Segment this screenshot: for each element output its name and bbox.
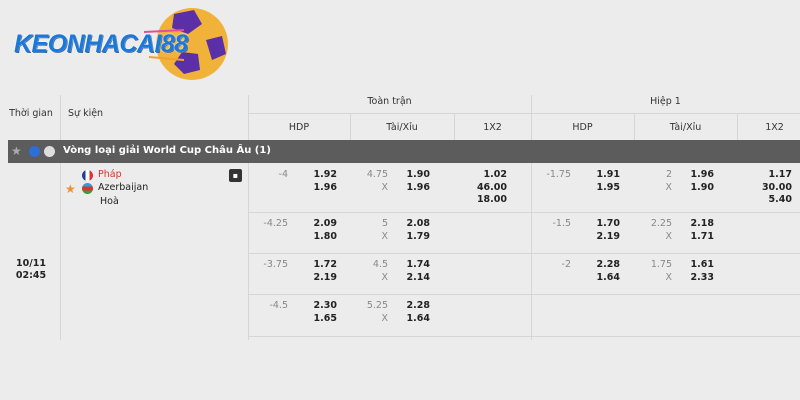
- logo-text: KEONHACAI88: [14, 30, 188, 58]
- ft-hdp-away-odd[interactable]: 1.96: [313, 181, 337, 193]
- ft-ou-under-odd[interactable]: 1.96: [406, 181, 430, 193]
- soccer-ball-icon: [144, 8, 228, 80]
- ft-ou-under-label: X: [381, 271, 388, 283]
- ft-ou-under-odd[interactable]: 2.14: [406, 271, 430, 283]
- h1-hdp-away-odd[interactable]: 2.19: [596, 230, 620, 242]
- h1-1x2-away-odd[interactable]: 30.00: [761, 181, 792, 193]
- h1-hdp-home-odd[interactable]: 2.28: [596, 259, 620, 270]
- away-team[interactable]: Azerbaijan: [98, 182, 149, 193]
- draw-label: Hoà: [100, 196, 119, 207]
- ft-ou-under-label: X: [381, 312, 388, 324]
- col-ft-hdp: HDP: [288, 122, 310, 133]
- favorite-star-icon[interactable]: ★: [65, 182, 76, 196]
- stats-icon[interactable]: ▪: [229, 169, 242, 182]
- ft-hdp-line: -4.25: [263, 218, 288, 229]
- ft-ou-under-label: X: [381, 230, 388, 242]
- h1-hdp-line: -1.75: [546, 169, 571, 180]
- h1-ou-under-odd[interactable]: 1.71: [690, 230, 714, 242]
- ft-ou-over-odd[interactable]: 1.74: [406, 259, 430, 270]
- ft-hdp-line: -3.75: [263, 259, 288, 270]
- ft-hdp-away-odd[interactable]: 1.65: [313, 312, 337, 324]
- ft-ou-under-odd[interactable]: 1.64: [406, 312, 430, 324]
- h1-ou-under-label: X: [665, 271, 672, 283]
- h1-1x2-home-odd[interactable]: 1.17: [768, 169, 792, 180]
- france-flag-icon: [82, 170, 93, 181]
- match-time: 10/11 02:45: [0, 258, 62, 282]
- h1-ou-line: 2: [665, 169, 672, 180]
- ft-hdp-home-odd[interactable]: 1.72: [313, 259, 337, 270]
- h1-hdp-home-odd[interactable]: 1.91: [596, 169, 620, 180]
- match-date: 10/11: [16, 258, 46, 269]
- ft-ou-over-odd[interactable]: 1.90: [406, 169, 430, 180]
- col-time: Thời gian: [9, 108, 53, 119]
- soccer-icon: [44, 146, 55, 157]
- ft-1x2-draw-odd[interactable]: 18.00: [476, 194, 507, 205]
- h1-ou-under-label: X: [665, 181, 672, 193]
- league-header[interactable]: ★ Vòng loại giải World Cup Châu Âu (1): [8, 140, 800, 163]
- h1-hdp-away-odd[interactable]: 1.95: [596, 181, 620, 193]
- ft-hdp-home-odd[interactable]: 1.92: [313, 169, 337, 180]
- ft-ou-over-odd[interactable]: 2.08: [406, 218, 430, 229]
- ft-ou-line: 4.75: [366, 169, 388, 180]
- h1-ou-over-odd[interactable]: 1.61: [690, 259, 714, 270]
- ft-hdp-home-odd[interactable]: 2.09: [313, 218, 337, 229]
- h1-ou-over-odd[interactable]: 1.96: [690, 169, 714, 180]
- uefa-icon: [29, 146, 40, 157]
- match-kickoff: 02:45: [15, 270, 47, 281]
- h1-hdp-line: -1.5: [552, 218, 571, 229]
- ft-hdp-line: -4.5: [269, 300, 288, 311]
- h1-1x2-draw-odd[interactable]: 5.40: [768, 194, 792, 205]
- ft-ou-line: 4.5: [372, 259, 388, 270]
- col-h1-ou: Tài/Xỉu: [669, 122, 702, 133]
- h1-ou-under-odd[interactable]: 2.33: [690, 271, 714, 283]
- ft-1x2-home-odd[interactable]: 1.02: [483, 169, 507, 180]
- col-h1-1x2: 1X2: [765, 122, 784, 133]
- ft-ou-line: 5: [381, 218, 388, 229]
- ft-ou-over-odd[interactable]: 2.28: [406, 300, 430, 311]
- ft-ou-line: 5.25: [366, 300, 388, 311]
- col-first-half: Hiệp 1: [650, 96, 681, 107]
- brand-logo[interactable]: KEONHACAI88: [4, 0, 229, 88]
- h1-ou-under-odd[interactable]: 1.90: [690, 181, 714, 193]
- ft-hdp-away-odd[interactable]: 2.19: [313, 271, 337, 283]
- col-event: Sự kiện: [68, 108, 104, 119]
- ft-1x2-away-odd[interactable]: 46.00: [476, 181, 507, 193]
- h1-hdp-away-odd[interactable]: 1.64: [596, 271, 620, 283]
- home-team[interactable]: Pháp: [98, 169, 122, 180]
- league-name: Vòng loại giải World Cup Châu Âu (1): [63, 145, 271, 156]
- h1-hdp-line: -2: [561, 259, 571, 270]
- ft-ou-under-odd[interactable]: 1.79: [406, 230, 430, 242]
- col-full-time: Toàn trận: [367, 96, 412, 107]
- h1-ou-line: 1.75: [650, 259, 672, 270]
- azerbaijan-flag-icon: [82, 183, 93, 194]
- h1-ou-under-label: X: [665, 230, 672, 242]
- col-ft-ou: Tài/Xỉu: [386, 122, 418, 133]
- h1-hdp-home-odd[interactable]: 1.70: [596, 218, 620, 229]
- ft-hdp-home-odd[interactable]: 2.30: [313, 300, 337, 311]
- h1-ou-line: 2.25: [650, 218, 672, 229]
- star-icon[interactable]: ★: [11, 144, 22, 158]
- ft-hdp-away-odd[interactable]: 1.80: [313, 230, 337, 242]
- col-ft-1x2: 1X2: [483, 122, 502, 133]
- ft-ou-under-label: X: [381, 181, 388, 193]
- h1-ou-over-odd[interactable]: 2.18: [690, 218, 714, 229]
- ft-hdp-line: -4: [278, 169, 288, 180]
- col-h1-hdp: HDP: [572, 122, 593, 133]
